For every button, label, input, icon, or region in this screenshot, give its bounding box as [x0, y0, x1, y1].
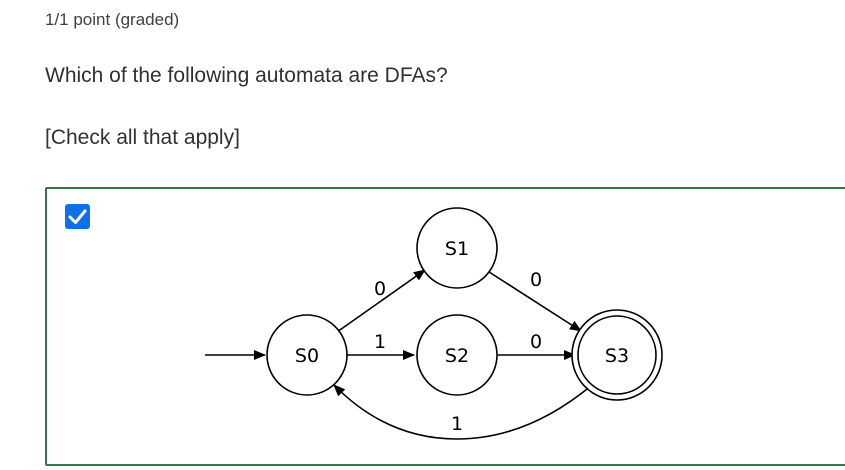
- transition-label-s0-s1: 0: [374, 278, 386, 300]
- state-s3: S3: [571, 309, 663, 401]
- transition-label-s2-s3: 0: [530, 331, 542, 353]
- score-label: 1/1 point (graded): [45, 10, 180, 29]
- transition-label-s0-s2: 1: [374, 331, 386, 353]
- state-label-s2: S2: [445, 345, 469, 367]
- answer-checkbox[interactable]: [65, 204, 90, 229]
- transition-s1-s3: [485, 269, 582, 332]
- transition-label-s3-s0: 1: [451, 413, 463, 435]
- transition-s0-s1: [336, 269, 426, 333]
- state-s0: S0: [266, 314, 348, 396]
- state-label-s3: S3: [605, 345, 629, 367]
- state-label-s1: S1: [445, 238, 469, 260]
- instruction-text: [Check all that apply]: [45, 126, 240, 149]
- answer-choice[interactable]: S0 S1 S2 S3 0 1 0 0 1: [45, 187, 845, 466]
- state-s2: S2: [416, 314, 498, 396]
- state-s1: S1: [416, 207, 498, 289]
- transition-s3-s0: [333, 384, 593, 440]
- question-text: Which of the following automata are DFAs…: [45, 64, 448, 87]
- transition-label-s1-s3: 0: [530, 269, 542, 291]
- automaton-diagram: S0 S1 S2 S3 0 1 0 0 1: [205, 207, 663, 440]
- checkmark-icon: [68, 209, 87, 224]
- state-label-s0: S0: [295, 345, 319, 367]
